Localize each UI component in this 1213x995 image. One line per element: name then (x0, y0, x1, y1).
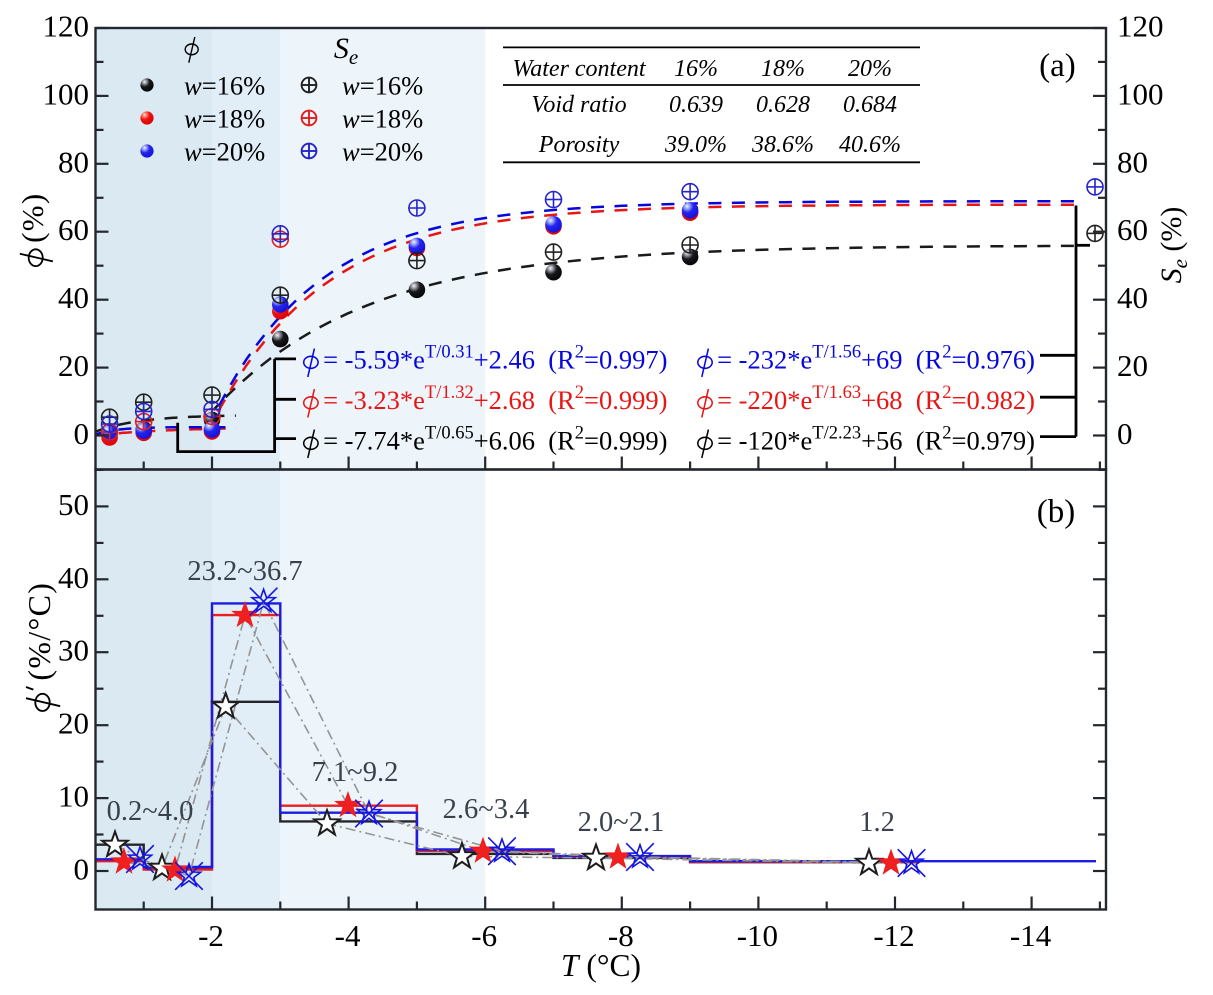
svg-text:39.0%: 39.0% (664, 132, 727, 158)
svg-text:80: 80 (1117, 144, 1148, 179)
svg-text:0: 0 (74, 852, 90, 887)
svg-text:w=16%: w=16% (342, 71, 423, 101)
svg-text:2.0~2.1: 2.0~2.1 (578, 807, 665, 838)
svg-text:23.2~36.7: 23.2~36.7 (187, 556, 302, 587)
svg-text:2.6~3.4: 2.6~3.4 (443, 794, 530, 825)
svg-text:(%/°C): (%/°C) (21, 582, 57, 681)
svg-text:= -120*eT/2.23+56 (R2=0.979): = -120*eT/2.23+56 (R2=0.979) (717, 424, 1035, 456)
svg-text:60: 60 (1117, 212, 1148, 247)
svg-text:20: 20 (58, 348, 89, 383)
svg-text:= -5.59*eT/0.31+2.46 (R2=0.99: = -5.59*eT/0.31+2.46 (R2=0.997) (323, 343, 667, 375)
svg-text:50: 50 (58, 487, 89, 522)
svg-text:100: 100 (43, 76, 90, 111)
svg-text:100: 100 (1117, 76, 1164, 111)
svg-text:40: 40 (58, 280, 89, 315)
svg-text:-4: -4 (335, 918, 361, 953)
svg-text:80: 80 (58, 144, 89, 179)
svg-text:30: 30 (58, 633, 89, 668)
svg-text:120: 120 (43, 9, 90, 44)
svg-text:= -220*eT/1.63+68 (R2=0.982): = -220*eT/1.63+68 (R2=0.982) (717, 383, 1035, 415)
svg-text:T (°C): T (°C) (561, 948, 641, 983)
svg-text:60: 60 (58, 212, 89, 247)
svg-text:16%: 16% (674, 56, 718, 82)
svg-text:0.639: 0.639 (669, 92, 723, 118)
svg-text:1.2: 1.2 (859, 807, 895, 838)
svg-text:10: 10 (58, 779, 89, 814)
svg-text:0.2~4.0: 0.2~4.0 (107, 796, 194, 827)
svg-text:w=20%: w=20% (342, 137, 423, 167)
svg-text:= -3.23*eT/1.32+2.68 (R2=0.99: = -3.23*eT/1.32+2.68 (R2=0.999) (323, 383, 667, 415)
svg-text:Water content: Water content (512, 56, 646, 82)
svg-text:-8: -8 (608, 918, 634, 953)
svg-text:0.684: 0.684 (843, 92, 897, 118)
svg-text:20%: 20% (848, 56, 892, 82)
svg-text:Porosity: Porosity (538, 132, 620, 158)
svg-text:0.628: 0.628 (756, 92, 810, 118)
svg-text:w=18%: w=18% (342, 104, 423, 134)
svg-text:(%): (%) (15, 192, 50, 242)
svg-text:w=18%: w=18% (184, 104, 265, 134)
svg-text:20: 20 (58, 706, 89, 741)
svg-text:w=20%: w=20% (184, 137, 265, 167)
svg-text:-14: -14 (1010, 918, 1052, 953)
svg-text:-2: -2 (198, 918, 224, 953)
svg-text:Void ratio: Void ratio (531, 92, 626, 118)
svg-text:= -7.74*eT/0.65+6.06 (R2=0.99: = -7.74*eT/0.65+6.06 (R2=0.999) (323, 424, 667, 456)
svg-text:18%: 18% (761, 56, 805, 82)
svg-text:0: 0 (74, 416, 90, 451)
svg-text:Se (%): Se (%) (1155, 207, 1192, 284)
svg-text:(b): (b) (1037, 494, 1075, 530)
svg-text:40: 40 (58, 560, 89, 595)
svg-text:120: 120 (1117, 9, 1164, 44)
svg-text:38.6%: 38.6% (751, 132, 814, 158)
svg-text:0: 0 (1117, 416, 1133, 451)
svg-text:-6: -6 (471, 918, 497, 953)
svg-text:40.6%: 40.6% (839, 132, 901, 158)
svg-text:-10: -10 (737, 918, 778, 953)
svg-text:w=16%: w=16% (184, 71, 265, 101)
svg-text:7.1~9.2: 7.1~9.2 (312, 757, 399, 788)
svg-text:= -232*eT/1.56+69 (R2=0.976): = -232*eT/1.56+69 (R2=0.976) (717, 343, 1035, 375)
svg-text:-12: -12 (873, 918, 914, 953)
svg-text:40: 40 (1117, 280, 1148, 315)
svg-text:Se: Se (334, 32, 358, 69)
svg-text:20: 20 (1117, 348, 1148, 383)
svg-text:(a): (a) (1039, 48, 1076, 84)
